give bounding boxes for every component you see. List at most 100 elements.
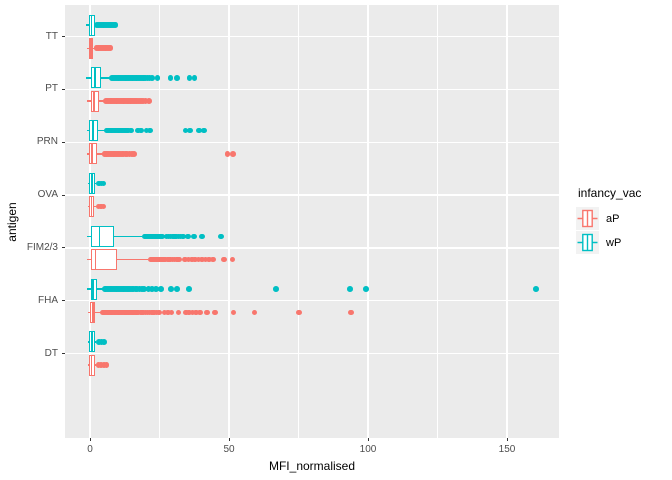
legend-item-label: aP [606, 212, 620, 225]
whisker-low-fim23-aP [86, 258, 91, 261]
outlier-point [191, 75, 198, 81]
outlier-point [168, 309, 175, 316]
outlier-point [149, 286, 156, 292]
outlier-point [295, 309, 302, 316]
median-ova-aP [90, 196, 93, 218]
outlier-point [135, 127, 141, 134]
legend: infancy_vac aP wP [576, 186, 672, 255]
outlier-point [229, 256, 236, 263]
gridline-y-major [65, 88, 559, 91]
whisker-low-dt-aP [87, 364, 90, 366]
y-tick-mark [62, 247, 65, 249]
gridline-y-major [65, 194, 559, 196]
y-tick-mark [62, 141, 65, 143]
whisker-low-pt-aP [86, 100, 92, 102]
x-tick-mark [89, 438, 91, 441]
outlier-point [273, 286, 280, 292]
outlier-point [173, 286, 180, 292]
legend-key-boxplot-icon [576, 207, 599, 230]
outlier-point [185, 233, 191, 240]
y-tick-mark [62, 353, 65, 354]
legend-key-boxplot-icon [576, 231, 599, 254]
x-tick-mark [367, 438, 369, 441]
median-ova-wP [90, 172, 93, 194]
gridline-x-major [89, 5, 91, 438]
outlier-point [190, 233, 197, 240]
outlier-point [167, 75, 174, 81]
median-fha-wP [92, 278, 95, 300]
outlier-point [168, 286, 174, 292]
outlier-point [100, 180, 107, 187]
whisker-low-fha-wP [87, 288, 91, 290]
outlier-point [363, 286, 369, 292]
boxplot-pt-aP [91, 90, 99, 112]
median-pt-wP [94, 67, 96, 89]
outlier-point [251, 309, 258, 316]
gridline-x-minor [437, 5, 438, 438]
outlier-point [196, 127, 203, 134]
x-tick-mark [228, 438, 230, 441]
y-tick-label: TT [45, 30, 58, 42]
outlier-point [182, 127, 189, 134]
whisker-low-tt-aP [86, 47, 90, 50]
outlier-point [188, 256, 195, 263]
y-tick-mark [62, 36, 65, 38]
y-axis-title: antigen [4, 201, 19, 242]
gridline-x-minor [159, 5, 161, 438]
x-tick-label: 100 [359, 444, 377, 455]
whisker-high-prn-aP [96, 153, 103, 155]
whisker-low-pt-wP [85, 77, 92, 79]
outlier-point [141, 286, 148, 292]
y-tick-label: OVA [37, 189, 58, 201]
whisker-low-ova-wP [87, 182, 90, 185]
whisker-high-pt-aP [98, 100, 105, 102]
legend-title: infancy_vac [578, 186, 642, 200]
outlier-point [101, 339, 107, 345]
whisker-low-prn-wP [86, 129, 90, 132]
whisker-low-fha-aP [87, 311, 90, 314]
outlier-point [347, 309, 354, 316]
outlier-point [192, 256, 198, 263]
gridline-x-major [228, 5, 230, 438]
outlier-point [202, 256, 209, 263]
median-tt-aP [90, 37, 93, 59]
median-tt-wP [90, 14, 93, 36]
outlier-point [112, 22, 119, 28]
whisker-high-ova-aP [93, 205, 96, 208]
gridline-y-major [65, 247, 559, 249]
whisker-high-pt-wP [101, 77, 111, 79]
outlier-point [103, 362, 110, 368]
outlier-point [156, 309, 163, 316]
whisker-low-fim23-wP [86, 235, 92, 238]
y-tick-label: FHA [38, 294, 58, 306]
outlier-point [175, 309, 182, 316]
median-fha-aP [91, 301, 94, 323]
outlier-point [186, 309, 193, 316]
whisker-high-fim23-aP [116, 258, 149, 261]
median-prn-wP [92, 120, 94, 142]
outlier-point [187, 127, 193, 134]
outlier-point [186, 75, 193, 81]
outlier-point [204, 309, 210, 316]
median-fim23-wP [98, 225, 101, 247]
outlier-point [142, 98, 149, 104]
outlier-point [197, 309, 203, 316]
x-tick-label: 150 [498, 444, 516, 455]
outlier-point [185, 286, 192, 292]
outlier-point [153, 286, 159, 292]
outlier-point [200, 127, 207, 134]
y-tick-label: PRN [36, 136, 58, 148]
outlier-point [212, 309, 218, 316]
outlier-point [185, 256, 192, 263]
boxplot-pt-wP [91, 67, 102, 89]
outlier-point [107, 45, 114, 52]
outlier-point [143, 127, 150, 134]
whisker-low-tt-wP [85, 24, 90, 26]
median-pt-aP [92, 90, 95, 112]
outlier-point [149, 75, 156, 81]
outlier-point [193, 309, 199, 316]
outlier-point [195, 256, 202, 263]
x-tick-label: 0 [87, 444, 93, 455]
median-dt-wP [90, 331, 93, 353]
